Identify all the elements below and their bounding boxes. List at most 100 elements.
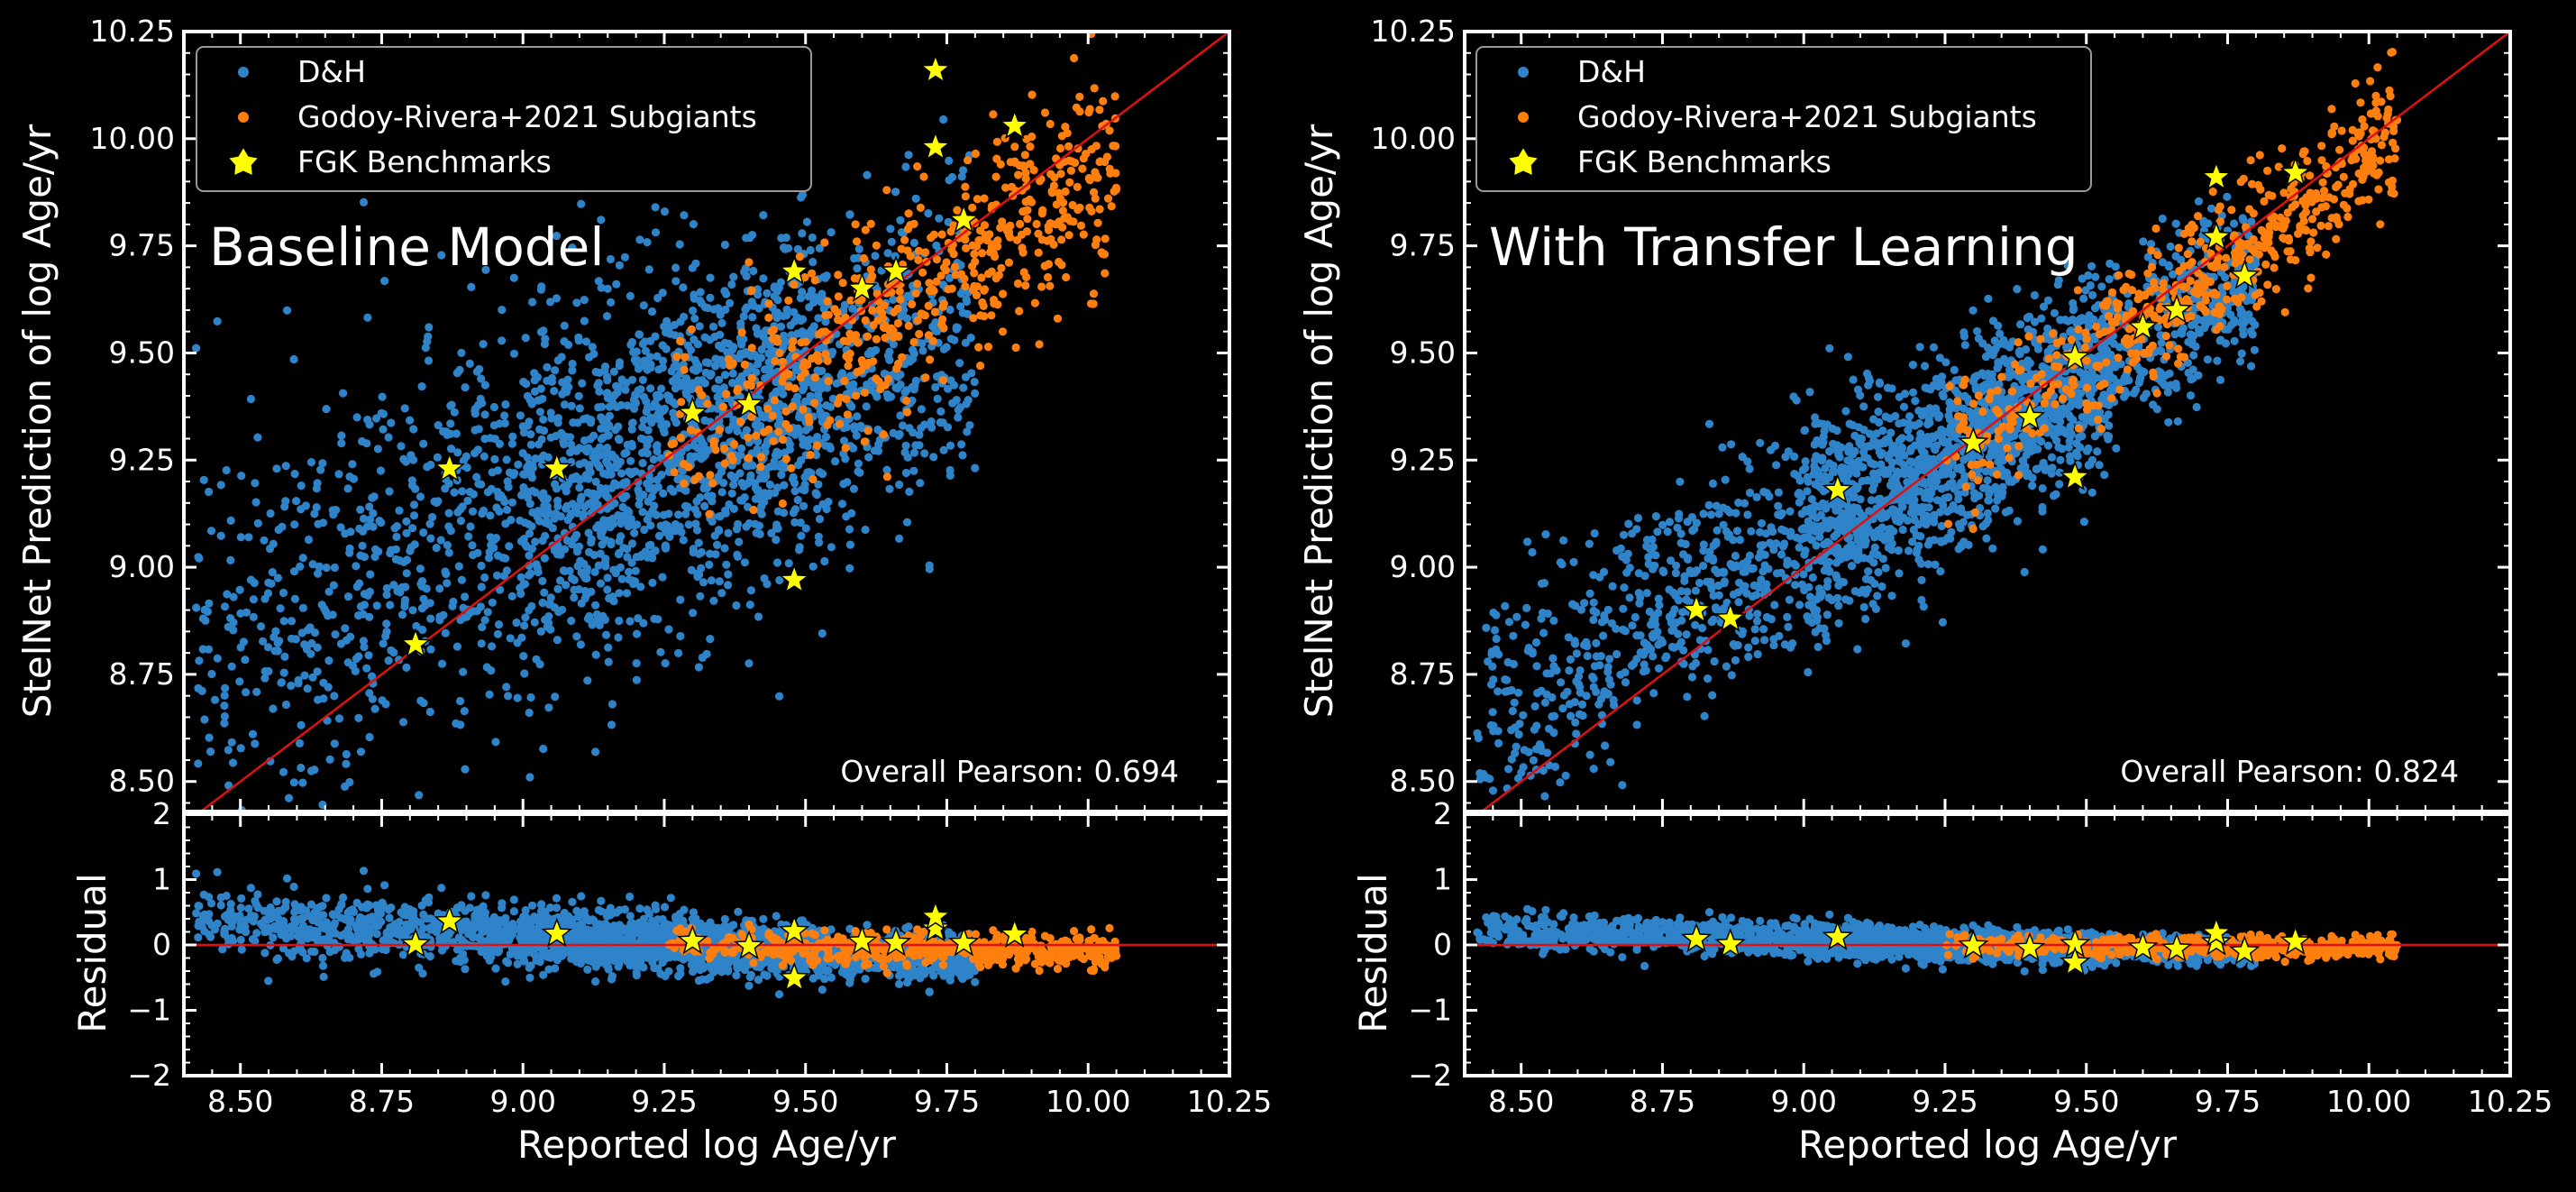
data-point: [895, 534, 904, 544]
data-point: [530, 369, 539, 378]
data-point: [216, 481, 225, 490]
residual-point: [204, 917, 214, 926]
residual-point: [647, 916, 657, 925]
data-point: [516, 516, 525, 525]
data-point: [246, 394, 255, 404]
residual-point: [289, 914, 299, 923]
data-point: [949, 381, 959, 390]
data-point: [580, 296, 589, 305]
data-point: [727, 345, 737, 354]
data-point: [772, 308, 782, 317]
data-point: [417, 382, 426, 391]
data-point: [523, 391, 533, 400]
residual-point: [349, 907, 359, 917]
data-point: [971, 149, 980, 159]
data-point: [566, 511, 575, 520]
data-point: [820, 238, 829, 247]
data-point: [266, 509, 275, 518]
data-point: [502, 455, 511, 464]
data-point: [844, 362, 853, 371]
data-point: [403, 555, 412, 564]
residual-point: [398, 950, 408, 959]
data-point: [911, 376, 920, 385]
data-point: [993, 236, 1002, 245]
data-point: [588, 620, 597, 629]
data-point: [614, 460, 623, 470]
data-point: [349, 474, 359, 483]
data-point: [655, 410, 664, 419]
data-point: [200, 715, 209, 724]
data-point: [412, 621, 421, 631]
data-point: [901, 441, 910, 450]
data-point: [999, 289, 1008, 298]
data-point: [965, 421, 974, 430]
data-point: [301, 501, 310, 510]
data-point: [341, 529, 350, 538]
data-point: [754, 304, 763, 313]
data-point: [226, 516, 235, 526]
data-point: [713, 540, 722, 550]
data-point: [322, 405, 331, 414]
residual-point: [226, 900, 235, 909]
data-point: [354, 713, 363, 723]
data-point: [920, 449, 929, 458]
data-point: [580, 316, 589, 326]
data-point: [345, 777, 354, 787]
data-point: [761, 374, 770, 383]
data-point: [808, 269, 817, 278]
data-point: [690, 475, 699, 484]
data-point: [658, 341, 667, 350]
data-point: [543, 502, 553, 511]
data-point: [763, 289, 772, 298]
data-point: [632, 629, 642, 638]
data-point: [419, 594, 428, 603]
data-point: [498, 306, 507, 315]
data-point: [1053, 314, 1063, 323]
data-point: [658, 289, 667, 298]
data-point: [634, 485, 643, 494]
data-point: [317, 601, 326, 610]
data-point: [667, 527, 676, 536]
data-point: [249, 612, 258, 622]
data-point: [488, 598, 497, 607]
data-point: [583, 614, 593, 623]
data-point: [319, 852, 327, 860]
data-point: [821, 317, 830, 326]
data-point: [1032, 219, 1041, 229]
data-point: [546, 408, 555, 417]
data-point: [603, 470, 612, 480]
data-point: [477, 374, 486, 383]
data-point: [732, 601, 741, 610]
residual-point: [385, 913, 394, 922]
data-point: [970, 377, 979, 387]
residual-point: [343, 925, 353, 934]
data-point: [508, 432, 517, 441]
data-point: [979, 301, 988, 310]
data-point: [949, 250, 958, 259]
data-point: [1076, 221, 1086, 230]
data-point: [796, 294, 806, 303]
data-point: [593, 381, 602, 390]
data-point: [759, 211, 768, 220]
data-point: [627, 558, 636, 567]
data-point: [542, 517, 552, 526]
data-point: [733, 552, 743, 562]
data-point: [615, 616, 624, 626]
data-point: [573, 502, 582, 511]
data-point: [1107, 202, 1116, 211]
data-point: [883, 249, 892, 258]
residual-point: [516, 917, 525, 926]
data-point: [423, 463, 432, 472]
data-point: [369, 509, 378, 518]
data-point: [803, 442, 812, 451]
data-point: [944, 384, 953, 393]
data-point: [661, 542, 670, 551]
data-point: [461, 765, 470, 774]
data-point: [646, 521, 655, 530]
data-point: [1093, 218, 1102, 227]
data-point: [568, 243, 577, 252]
data-point: [1034, 229, 1043, 238]
data-point: [1065, 178, 1074, 187]
data-point: [466, 522, 475, 531]
data-point: [273, 573, 282, 582]
